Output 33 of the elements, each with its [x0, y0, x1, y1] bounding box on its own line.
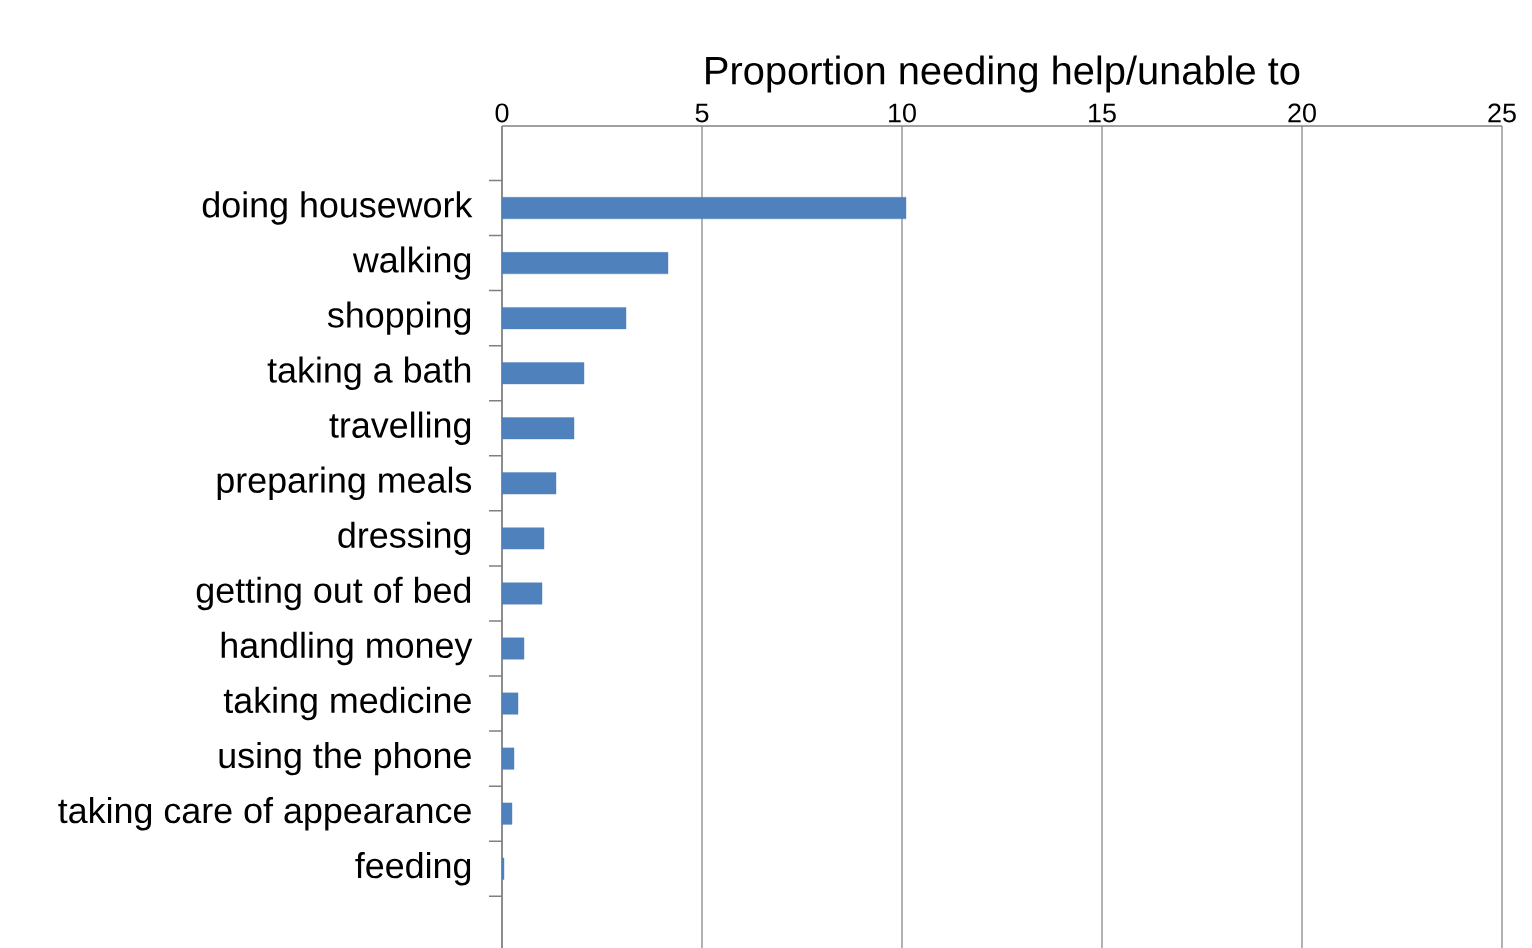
bar — [501, 527, 545, 550]
bar — [501, 417, 575, 440]
y-tick-label: taking medicine — [223, 686, 471, 721]
bar — [501, 472, 557, 495]
x-tick-label: 10 — [889, 103, 916, 123]
y-tick-label: dressing — [338, 521, 471, 556]
y-tick-label: preparing meals — [217, 466, 472, 501]
y-tick-label: travelling — [329, 411, 471, 445]
bar — [501, 747, 515, 770]
y-tick-label: handling money — [221, 631, 473, 666]
y-tick-label: getting out of bed — [196, 576, 471, 611]
y-tick-label: shopping — [327, 301, 471, 335]
y-tick-label: walking — [352, 246, 471, 280]
bar — [501, 692, 519, 715]
bar — [501, 252, 669, 275]
x-tick-label: 20 — [1288, 103, 1316, 123]
y-tick-label: using the phone — [219, 741, 471, 776]
bar — [501, 857, 505, 880]
x-tick-label: 5 — [695, 103, 709, 123]
x-tick-label: 15 — [1089, 103, 1116, 123]
bar — [501, 362, 585, 385]
bar — [501, 637, 525, 660]
bar — [501, 802, 513, 825]
y-tick-label: taking a bath — [267, 356, 471, 390]
x-tick-label: 0 — [495, 103, 509, 123]
y-tick-label: doing housework — [202, 191, 473, 225]
y-tick-label: taking care of appearance — [58, 796, 471, 831]
y-tick-label: feeding — [355, 852, 471, 886]
bar — [501, 582, 543, 605]
bar — [501, 307, 627, 330]
x-axis-title: Proportion needing help/unable to — [706, 55, 1300, 93]
bar — [501, 197, 907, 219]
x-tick-label: 25 — [1488, 103, 1516, 123]
